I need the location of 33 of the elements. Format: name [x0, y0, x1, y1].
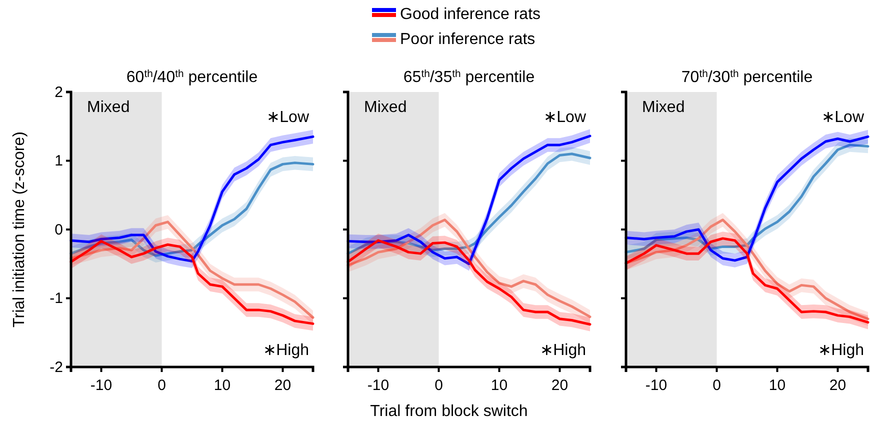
x-tick-label: -10	[90, 377, 112, 394]
y-tick-label: -2	[50, 358, 63, 376]
x-tick-label: 0	[712, 377, 721, 394]
band-label: Mixed	[642, 99, 685, 116]
x-tick-label: 10	[490, 377, 508, 394]
x-tick-label: 10	[768, 377, 786, 394]
x-axis-title: Trial from block switch	[370, 403, 528, 420]
annotation: ∗High	[818, 342, 864, 359]
legend-label: Good inference rats	[400, 6, 541, 23]
y-tick-label: 0	[54, 221, 63, 238]
y-tick-label: -1	[50, 290, 63, 308]
annotation: ∗High	[263, 342, 309, 359]
legend-label: Poor inference rats	[400, 31, 536, 48]
x-tick-label: 20	[829, 377, 846, 394]
annotation: ∗Low	[544, 109, 586, 126]
x-tick-label: 0	[158, 377, 166, 394]
annotation: ∗Low	[822, 109, 864, 126]
y-tick-label: 2	[54, 84, 63, 101]
y-axis-title: Trial initiation time (z-score)	[11, 132, 28, 328]
x-tick-label: -10	[367, 377, 390, 394]
chart-title: 70$^{th}$/30$^{th}$ percentile	[681, 68, 813, 86]
chart-title: 65$^{th}$/35$^{th}$ percentile	[403, 68, 535, 86]
annotation: ∗High	[540, 342, 586, 359]
y-tick-label: 1	[54, 152, 63, 170]
annotation: ∗Low	[266, 109, 310, 126]
x-tick-label: 20	[551, 377, 568, 394]
band-label: Mixed	[364, 99, 407, 116]
x-tick-label: 20	[274, 377, 292, 394]
x-tick-label: 10	[214, 377, 231, 394]
band-label: Mixed	[87, 99, 130, 116]
chart-title: 60$^{th}$/40$^{th}$ percentile	[126, 68, 258, 86]
x-tick-label: -10	[645, 377, 668, 394]
x-tick-label: 0	[434, 377, 443, 394]
